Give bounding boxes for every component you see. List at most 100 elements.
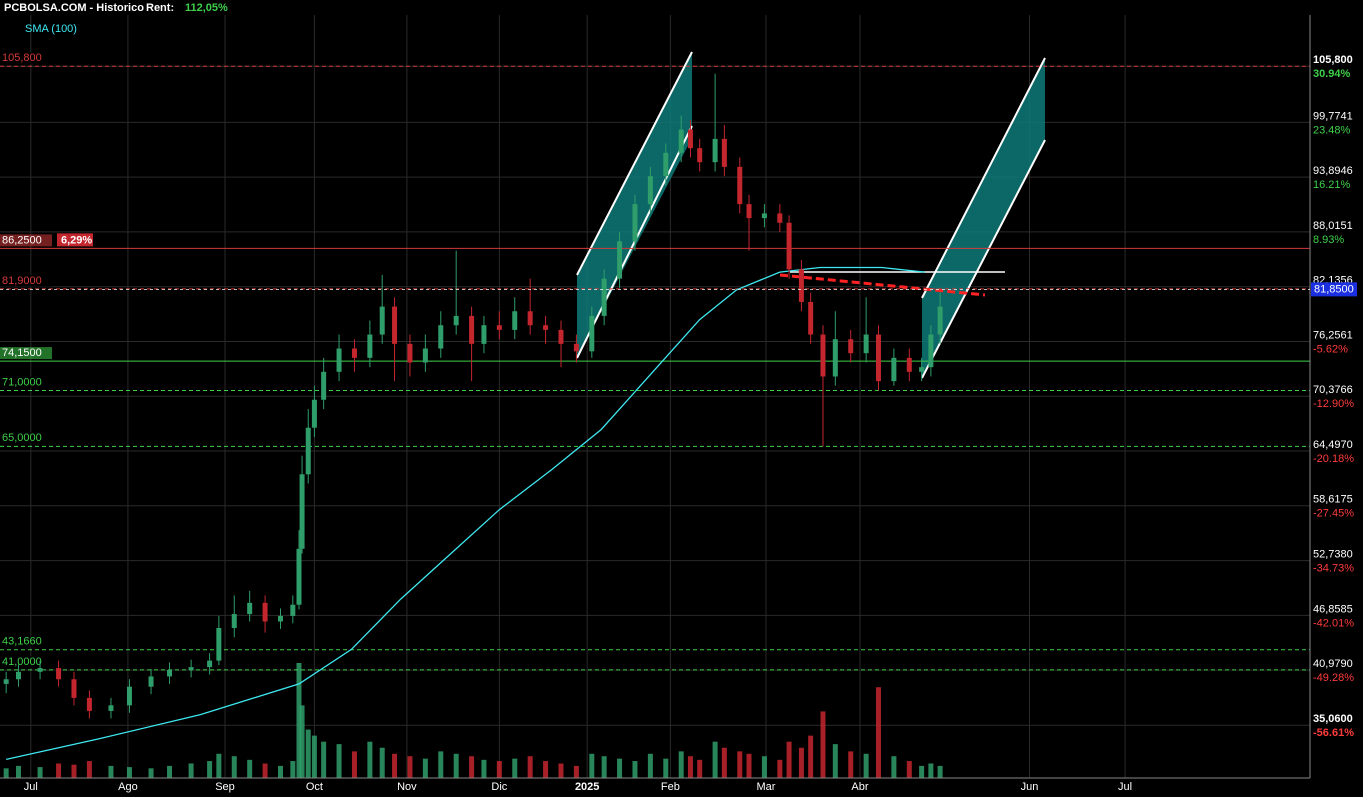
last-price-bg xyxy=(1311,282,1357,297)
candle-body xyxy=(148,676,154,687)
annotation-bg xyxy=(57,233,93,247)
volume-bar xyxy=(422,758,428,778)
volume-bar xyxy=(148,768,154,778)
axis: 105,800 30.94% 99,7741 23.48% 93,8946 16.21% 8… xyxy=(0,15,1357,793)
level-label: 86,2500 xyxy=(2,234,42,246)
volume-bar xyxy=(351,751,357,778)
volume-bar xyxy=(108,765,114,778)
candle-body xyxy=(558,329,564,344)
volume-bar xyxy=(512,758,518,778)
y-tick-change: -5.62% xyxy=(1313,343,1348,355)
volume-bar xyxy=(820,711,826,778)
candle-body xyxy=(336,348,342,372)
candle-body xyxy=(56,668,62,680)
candle-body xyxy=(407,343,413,363)
volume-bar xyxy=(617,758,623,778)
grid xyxy=(0,15,1310,778)
y-tick-label: 93,8946 xyxy=(1313,165,1353,177)
volume-bar xyxy=(798,747,804,778)
volume-bar xyxy=(761,756,767,778)
candle-body xyxy=(678,129,684,153)
volume-bar xyxy=(863,753,869,778)
volume-bar xyxy=(407,756,413,778)
x-tick-label: Ago xyxy=(118,781,138,793)
level-label: 81,9000 xyxy=(2,275,42,287)
candle-body xyxy=(379,306,385,335)
y-tick-change: 30.94% xyxy=(1313,68,1351,80)
level-label-bg xyxy=(0,274,52,287)
volume-bar xyxy=(589,753,595,778)
candle-body xyxy=(712,138,718,163)
candle-body xyxy=(832,339,838,377)
volume-bar xyxy=(737,751,743,778)
volume-bar xyxy=(71,764,77,778)
volume-bar xyxy=(937,765,943,778)
y-tick-label: 40,9790 xyxy=(1313,658,1353,670)
level-label: 105,800 xyxy=(2,52,42,64)
x-tick-label: Mar xyxy=(756,781,775,793)
candle-body xyxy=(617,241,623,279)
candle-body xyxy=(601,278,607,316)
last-price-label: 81,8500 xyxy=(1314,283,1354,295)
candle-body xyxy=(86,697,92,711)
volume-bar xyxy=(875,687,881,778)
candle-body xyxy=(422,348,428,363)
level-label-bg xyxy=(0,432,52,445)
candle-body xyxy=(3,679,9,684)
volume-bar xyxy=(290,761,296,778)
candle-body xyxy=(746,204,752,219)
volume-bar xyxy=(558,763,564,778)
level-label: 74,1500 xyxy=(2,347,42,359)
candle-body xyxy=(469,315,475,344)
candle-body xyxy=(906,357,912,372)
sma-line xyxy=(6,266,925,761)
candle-body xyxy=(231,614,237,629)
volume-bar xyxy=(321,741,327,778)
volume-bar xyxy=(777,759,783,778)
candle-body xyxy=(663,152,669,177)
x-tick-label: Sep xyxy=(215,781,235,793)
volume-bar xyxy=(928,763,934,778)
volume-bar xyxy=(188,763,194,778)
annotation: 6,29% xyxy=(61,234,92,246)
candle-body xyxy=(512,311,518,330)
channel-right xyxy=(922,58,1045,378)
x-tick-label: Oct xyxy=(306,781,323,793)
volume-bar xyxy=(56,763,62,778)
y-tick-change: -12.90% xyxy=(1313,398,1354,410)
volume-bar xyxy=(126,767,132,778)
candle-body xyxy=(687,129,693,149)
candle-body xyxy=(761,213,767,219)
volume-layer xyxy=(3,663,943,778)
volume-bar xyxy=(37,767,43,778)
channel-line xyxy=(576,51,693,276)
volume-bar xyxy=(786,741,792,778)
x-tick-label: Nov xyxy=(397,781,417,793)
candle-body xyxy=(798,269,804,302)
level-label: 71,0000 xyxy=(2,376,42,388)
candle-body xyxy=(808,301,814,335)
volume-bar xyxy=(367,741,373,778)
candle-body xyxy=(277,615,283,622)
volume-bar xyxy=(663,758,669,778)
candle-body xyxy=(167,669,173,677)
y-tick-change: 16.21% xyxy=(1313,179,1351,191)
candle-body xyxy=(820,334,826,377)
x-tick-label: Feb xyxy=(661,781,680,793)
candle-body xyxy=(632,204,638,242)
candle-body xyxy=(262,602,268,622)
candle-body xyxy=(207,660,213,668)
volume-bar xyxy=(296,663,302,778)
y-tick-change: -34.73% xyxy=(1313,562,1354,574)
volume-bar xyxy=(392,753,398,778)
y-tick-change: 8.93% xyxy=(1313,234,1344,246)
level-label-bg xyxy=(0,234,52,247)
volume-bar xyxy=(687,756,693,778)
y-tick-label: 64,4970 xyxy=(1313,439,1353,451)
level-label: 43,1660 xyxy=(2,636,42,648)
candle-body xyxy=(188,667,194,670)
y-tick-label: 105,800 xyxy=(1313,54,1353,66)
volume-bar xyxy=(167,765,173,778)
